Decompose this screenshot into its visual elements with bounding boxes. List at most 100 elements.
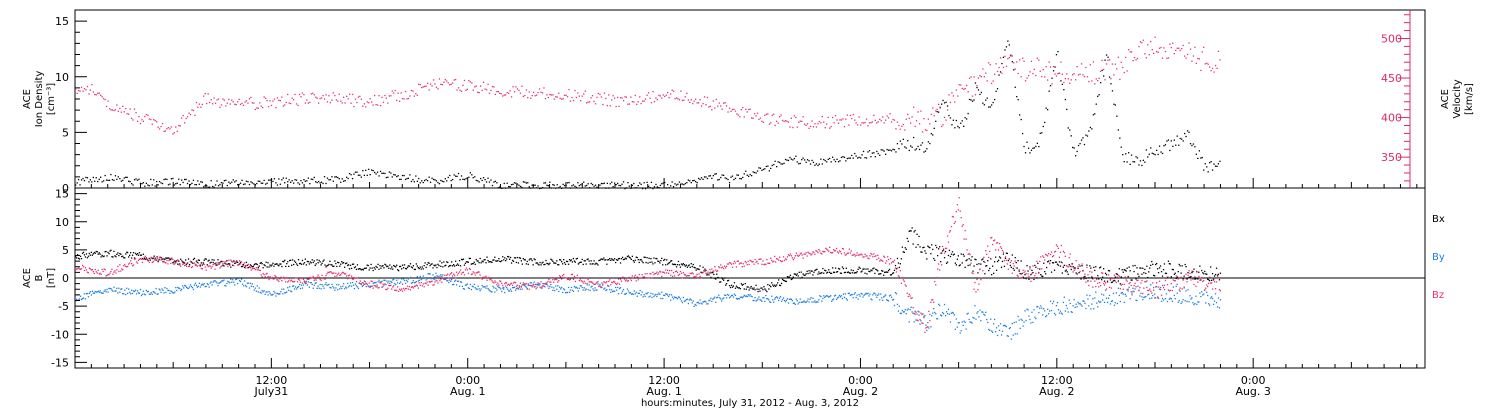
data-point-bx [445,264,447,266]
data-point-by [328,283,330,286]
data-point-bx [309,261,311,263]
data-point-bz [1136,279,1138,282]
data-point-by [78,298,81,300]
data-point-density [176,182,178,184]
data-point-bx [744,283,746,285]
data-point-by [440,274,442,276]
data-point-density [207,186,209,188]
data-point-velocity [584,90,586,92]
data-point-bx [270,265,272,267]
data-point-bz [142,258,144,260]
data-point-by [839,296,842,298]
data-point-bx [1192,270,1194,273]
data-point-bx [392,268,394,270]
data-point-by [1201,291,1203,293]
data-point-bz [145,258,147,261]
data-point-by [1187,289,1189,291]
data-point-by [472,286,474,288]
data-point-density [301,182,304,184]
data-point-by [808,301,810,303]
data-point-bx [837,267,840,270]
data-point-bx [968,258,970,260]
data-point-by [711,300,713,303]
data-point-velocity [443,81,445,83]
data-point-by [695,304,697,307]
data-point-velocity [622,100,625,102]
data-point-velocity [322,94,324,97]
data-point-velocity [995,63,997,65]
data-point-density [527,182,529,184]
data-point-bz [143,256,145,258]
data-point-bz [669,269,671,272]
data-point-by [705,301,707,303]
data-point-bz [165,262,167,264]
data-point-velocity [674,98,676,100]
data-point-bx [93,251,95,254]
data-point-velocity [849,114,851,117]
data-point-density [764,168,766,170]
data-point-bz [354,277,357,279]
data-point-by [832,299,834,301]
data-point-by [886,299,888,301]
data-point-bz [459,269,462,271]
data-point-density [622,181,625,183]
data-point-bz [156,258,158,260]
data-point-density [1150,147,1152,149]
data-point-by [164,287,166,289]
data-point-bx [637,259,639,261]
data-point-bx [454,265,456,267]
data-point-by [185,285,187,287]
data-point-velocity [1049,66,1052,68]
data-point-velocity [1032,72,1034,75]
data-point-density [653,186,656,188]
data-point-bx [379,265,381,267]
data-point-by [940,314,942,316]
data-point-bx [836,271,839,273]
data-point-bz [848,248,850,250]
data-point-density [1210,161,1212,163]
data-point-bz [258,269,260,271]
data-point-by [1008,327,1010,330]
data-point-bz [1021,276,1023,279]
data-point-density [857,157,859,159]
data-point-bz [300,277,303,280]
data-point-bz [1059,251,1062,253]
data-point-bx [175,261,177,263]
data-point-bz [751,261,753,263]
data-point-bx [451,261,453,263]
data-point-bz [596,281,598,283]
data-point-density [387,176,389,178]
data-point-bx [339,265,341,267]
data-point-velocity [649,97,651,99]
data-point-bx [1135,278,1137,280]
data-point-density [237,184,239,186]
data-point-velocity [425,85,427,87]
data-point-bx [828,269,830,271]
data-point-velocity [1201,51,1203,53]
data-point-by [404,282,407,284]
data-point-bx [858,266,860,268]
data-point-density [665,187,667,189]
data-point-bz [469,268,471,270]
data-point-by [702,301,704,303]
data-point-bx [908,230,910,232]
data-point-bx [772,284,774,286]
data-point-bz [335,272,337,274]
data-point-bz [196,265,198,267]
data-point-bz [877,254,879,256]
data-point-bx [809,272,811,274]
data-point-velocity [789,126,791,128]
data-point-bz [101,268,103,271]
data-point-bz [771,259,773,262]
data-point-bz [510,282,513,284]
data-point-by [755,300,757,302]
data-point-by [584,289,586,291]
data-point-bx [286,263,288,265]
data-point-bx [1153,274,1155,277]
data-point-by [400,281,402,283]
data-point-by [87,296,90,298]
data-point-by [151,293,153,295]
data-point-velocity [823,121,825,123]
data-point-by [708,300,710,302]
data-point-bz [262,272,264,275]
